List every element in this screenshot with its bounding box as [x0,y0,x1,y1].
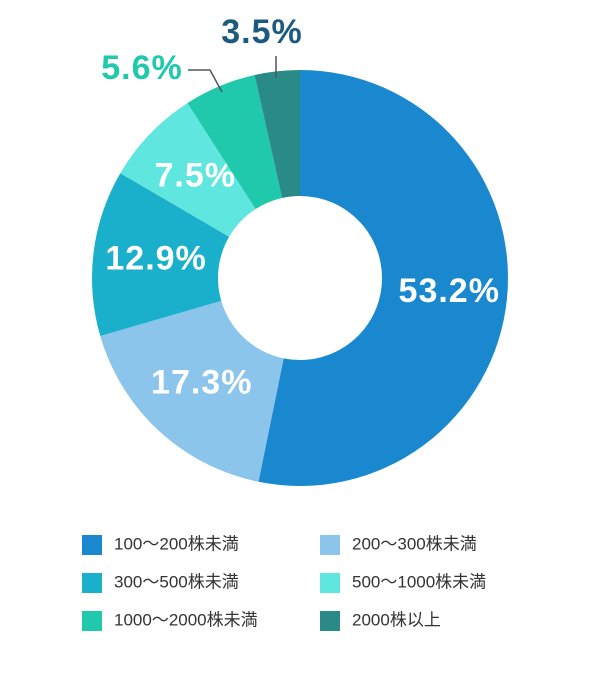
legend-swatch [82,611,102,631]
legend-swatch [320,611,340,631]
value-label: 17.3% [151,364,252,402]
legend-label: 2000株以上 [352,610,441,629]
legend-swatch [82,573,102,593]
legend-swatch [82,535,102,555]
legend-label: 1000〜2000株未満 [114,610,258,629]
donut-slice [100,300,284,482]
donut-slice [254,70,300,198]
legend-label: 100〜200株未満 [114,534,239,553]
legend-label: 500〜1000株未満 [352,572,486,591]
donut-slice [187,75,283,210]
legend-label: 200〜300株未満 [352,534,477,553]
leader-line [188,69,223,93]
value-label: 5.6% [101,49,183,87]
legend-swatch [320,535,340,555]
value-label: 7.5% [154,157,236,195]
legend-label: 300〜500株未満 [114,572,239,591]
value-label: 53.2% [399,272,500,310]
donut-slice [92,173,230,337]
donut-slice [258,70,508,486]
value-label: 12.9% [105,239,206,277]
legend-swatch [320,573,340,593]
value-label: 3.5% [221,13,303,51]
donut-slice [120,103,256,237]
